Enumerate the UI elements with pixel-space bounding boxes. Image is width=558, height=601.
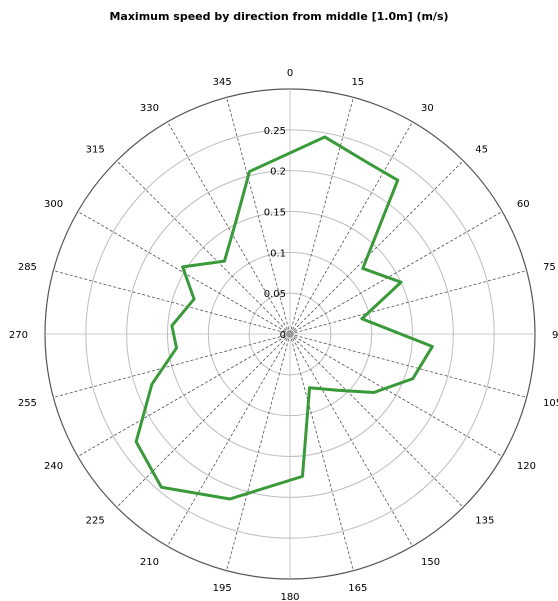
grid-spoke (289, 333, 527, 398)
grid-spoke (289, 333, 354, 571)
grid-spoke (289, 211, 503, 335)
center-hub (286, 330, 294, 338)
grid-spoke (116, 160, 291, 335)
radial-tick-label: 0.15 (264, 208, 286, 219)
angle-label: 300 (44, 199, 63, 210)
angle-label: 195 (213, 583, 232, 594)
radial-tick-label: 0 (280, 330, 286, 341)
angle-label: 330 (140, 103, 159, 114)
grid-spoke (289, 97, 354, 335)
angle-label: 240 (44, 461, 63, 472)
grid-spoke (116, 333, 291, 508)
angle-label: 120 (517, 461, 536, 472)
grid-spoke (289, 121, 413, 335)
grid-spoke (167, 333, 291, 547)
angle-label: 225 (86, 515, 105, 526)
angle-label: 45 (475, 145, 488, 156)
angle-label: 90 (552, 330, 558, 341)
radial-tick-label: 0.1 (270, 248, 286, 259)
angle-label: 210 (140, 557, 159, 568)
grid-spoke (289, 333, 464, 508)
radial-tick-label: 0.05 (264, 289, 286, 300)
grid-spoke (226, 97, 291, 335)
grid-spoke (226, 333, 291, 571)
angle-label: 315 (86, 145, 105, 156)
angle-label: 30 (421, 103, 434, 114)
grid-spoke (289, 160, 464, 335)
angle-label: 270 (9, 330, 28, 341)
series-group (134, 135, 434, 501)
angle-label: 60 (517, 199, 530, 210)
angle-label: 285 (18, 262, 37, 273)
angle-label: 345 (213, 77, 232, 88)
chart-title: Maximum speed by direction from middle [… (109, 10, 449, 23)
grid-spoke (53, 270, 291, 335)
radial-tick-label: 0.2 (270, 167, 286, 178)
angle-label: 75 (543, 262, 556, 273)
grid-spoke (289, 270, 527, 335)
radial-tick-label: 0.25 (264, 126, 286, 137)
angle-label: 15 (351, 77, 364, 88)
angle-label: 105 (543, 398, 558, 409)
angle-label: 0 (287, 68, 293, 79)
grid-spoke (167, 121, 291, 335)
angular-grid (45, 89, 535, 579)
angle-label: 180 (280, 592, 299, 601)
angle-label: 150 (421, 557, 440, 568)
grid-spoke (53, 333, 291, 398)
grid-spoke (289, 333, 413, 547)
angle-label: 135 (475, 515, 494, 526)
angle-labels: 0 15 30 45 60 75 90 105 120 135 150 165 180 195 210 225… (9, 68, 558, 601)
series-line (134, 135, 434, 501)
angle-label: 165 (348, 583, 367, 594)
grid-spoke (77, 333, 291, 457)
grid-spoke (289, 333, 503, 457)
angle-label: 255 (18, 398, 37, 409)
radial-tick-labels: 0 0.05 0.1 0.15 0.2 0.25 (264, 126, 286, 341)
